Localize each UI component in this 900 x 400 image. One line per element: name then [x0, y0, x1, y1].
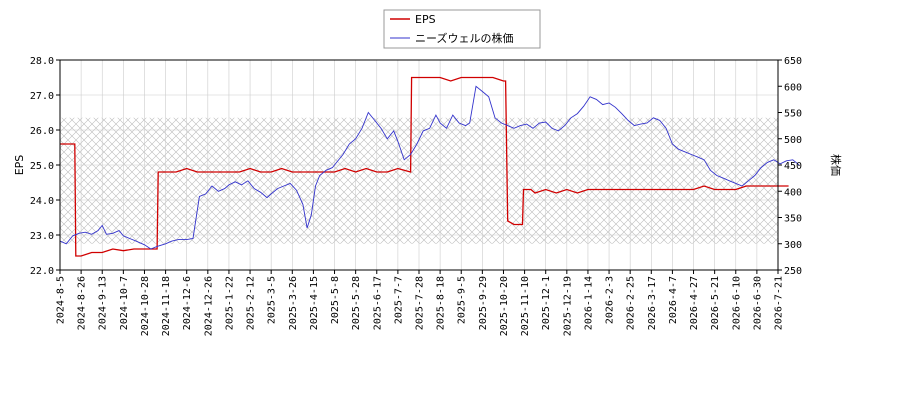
- x-tick-label: 2026-2-3: [605, 276, 616, 324]
- x-axis-ticks: 2024-8-5 2024-8-26 2024-9-13 2024-10-7 2024-…: [56, 270, 785, 336]
- x-tick-label: 2025-1-22: [224, 276, 235, 330]
- x-tick-label: 2025-3-26: [288, 276, 299, 330]
- x-tick-label: 2024-8-5: [56, 276, 67, 324]
- x-tick-label: 2026-4-27: [689, 276, 700, 330]
- x-tick-label: 2026-4-7: [668, 276, 679, 324]
- x-tick-label: 2024-8-26: [77, 276, 88, 330]
- legend-label-price: ニーズウェルの株価: [415, 31, 513, 45]
- y-right-tick-label: 500: [784, 135, 802, 146]
- y-right-tick-label: 600: [784, 82, 802, 93]
- x-tick-label: 2026-6-10: [731, 276, 742, 330]
- x-tick-label: 2025-9-5: [457, 276, 468, 324]
- y-right-tick-label: 400: [784, 187, 802, 198]
- legend: EPS ニーズウェルの株価: [383, 9, 541, 49]
- x-tick-label: 2025-6-17: [372, 276, 383, 330]
- x-tick-label: 2025-5-8: [330, 276, 341, 324]
- x-tick-label: 2025-7-7: [393, 276, 404, 324]
- legend-box: [383, 9, 541, 49]
- x-tick-label: 2025-3-5: [267, 276, 278, 324]
- x-tick-label: 2025-9-29: [478, 276, 489, 330]
- x-tick-label: 2025-10-20: [499, 276, 510, 336]
- y-right-tick-label: 650: [784, 56, 802, 67]
- x-tick-label: 2025-11-10: [520, 276, 531, 336]
- x-tick-label: 2025-4-15: [309, 276, 320, 330]
- x-tick-label: 2025-2-12: [246, 276, 257, 330]
- x-tick-label: 2026-1-14: [583, 276, 594, 330]
- series-price-line: [59, 85, 800, 250]
- x-tick-label: 2024-12-6: [182, 276, 193, 330]
- x-tick-label: 2026-7-21: [774, 276, 785, 330]
- x-tick-label: 2025-7-28: [415, 276, 426, 330]
- x-tick-label: 2026-2-25: [626, 276, 637, 330]
- y-left-tick-label: 24.0: [30, 196, 54, 207]
- y-left-tick-label: 27.0: [30, 91, 54, 102]
- y-left-tick-label: 26.0: [30, 126, 54, 137]
- x-tick-label: 2026-6-30: [752, 276, 763, 330]
- y-right-tick-label: 450: [784, 161, 802, 172]
- x-tick-label: 2026-3-17: [647, 276, 658, 330]
- y-left-tick-label: 28.0: [30, 56, 54, 67]
- y-left-tick-label: 25.0: [30, 161, 54, 172]
- series-eps-line: [60, 76, 789, 257]
- legend-label-eps: EPS: [415, 13, 436, 26]
- x-tick-label: 2025-8-18: [436, 276, 447, 330]
- x-tick-label: 2024-10-28: [140, 276, 151, 336]
- y-right-tick-label: 300: [784, 240, 802, 251]
- x-tick-label: 2025-12-1: [541, 276, 552, 330]
- x-tick-label: 2024-11-18: [161, 276, 172, 336]
- series-layer: [59, 76, 800, 257]
- x-tick-label: 2024-9-13: [98, 276, 109, 330]
- x-tick-label: 2025-12-19: [562, 276, 573, 336]
- y-left-axis-label: EPS: [13, 155, 26, 176]
- x-tick-label: 2025-5-28: [351, 276, 362, 330]
- y-right-tick-label: 250: [784, 266, 802, 277]
- y-right-tick-label: 350: [784, 214, 802, 225]
- left-axis-ticks: 22.0 23.0 24.0 25.0 26.0 27.0 28.0: [30, 56, 60, 277]
- right-axis-ticks: 250 300 350 400 450 500 550 600 650: [778, 56, 802, 277]
- y-right-tick-label: 550: [784, 109, 802, 120]
- x-tick-label: 2024-12-26: [203, 276, 214, 336]
- y-left-tick-label: 22.0: [30, 266, 54, 277]
- y-left-tick-label: 23.0: [30, 231, 54, 242]
- x-tick-label: 2026-5-21: [710, 276, 721, 330]
- x-tick-label: 2024-10-7: [119, 276, 130, 330]
- y-right-axis-label: 株価: [829, 154, 843, 176]
- grid: [59, 59, 779, 271]
